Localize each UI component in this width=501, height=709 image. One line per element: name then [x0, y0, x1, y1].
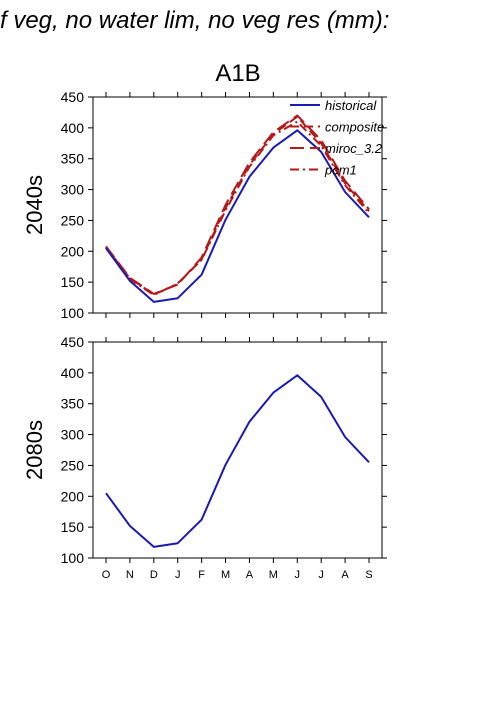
y-tick-label: 450 [61, 89, 85, 105]
y-tick-label: 150 [61, 274, 85, 290]
x-tick-label: D [150, 569, 158, 581]
y-tick-label: 100 [61, 550, 85, 566]
x-tick-label: F [198, 569, 205, 581]
x-tick-label: N [126, 569, 134, 581]
panel-2040s: 100 150 200 250 300 350 400 450 2040s historical c… [22, 89, 387, 321]
x-tick-label: J [318, 569, 324, 581]
y-tick-label: 200 [61, 488, 85, 504]
legend-label: pcm1 [324, 163, 357, 178]
y-tick-label: 250 [61, 457, 85, 473]
x-tick-label: S [365, 569, 372, 581]
x-tick-label: J [175, 569, 181, 581]
legend-label: composite [325, 120, 384, 135]
legend-label: miroc_3.2 [325, 141, 383, 156]
plot-frame [92, 341, 383, 559]
figure-title: f veg, no water lim, no veg res (mm): [0, 7, 389, 34]
y-tick-label: 300 [61, 427, 85, 443]
y-tick-label: 150 [61, 519, 85, 535]
y-tick-label: 300 [61, 182, 85, 198]
scenario-title: A1B [215, 60, 260, 87]
row-label: 2080s [22, 420, 47, 480]
y-tick-label: 100 [61, 305, 85, 321]
x-tick-label: M [221, 569, 230, 581]
x-tick-label: A [246, 569, 254, 581]
y-tick-label: 350 [61, 396, 85, 412]
y-tick-label: 250 [61, 212, 85, 228]
legend-label: historical [325, 98, 377, 113]
y-tick-label: 450 [61, 334, 85, 350]
x-tick-label: M [269, 569, 278, 581]
series-line-historical [105, 374, 370, 548]
y-tick-label: 350 [61, 151, 85, 167]
y-tick-label: 400 [61, 365, 85, 381]
x-tick-label: A [341, 569, 349, 581]
y-tick-label: 200 [61, 243, 85, 259]
x-tick-label: O [102, 569, 111, 581]
series-line-composite [105, 115, 370, 296]
row-label: 2040s [22, 175, 47, 235]
y-tick-label: 400 [61, 120, 85, 136]
series-line-historical [105, 129, 370, 303]
panel-2080s: 100 150 200 250 300 350 400 450 O N D J F M A M J J A S 2080… [22, 334, 387, 581]
x-tick-label: J [295, 569, 301, 581]
plot-frame [92, 96, 383, 314]
